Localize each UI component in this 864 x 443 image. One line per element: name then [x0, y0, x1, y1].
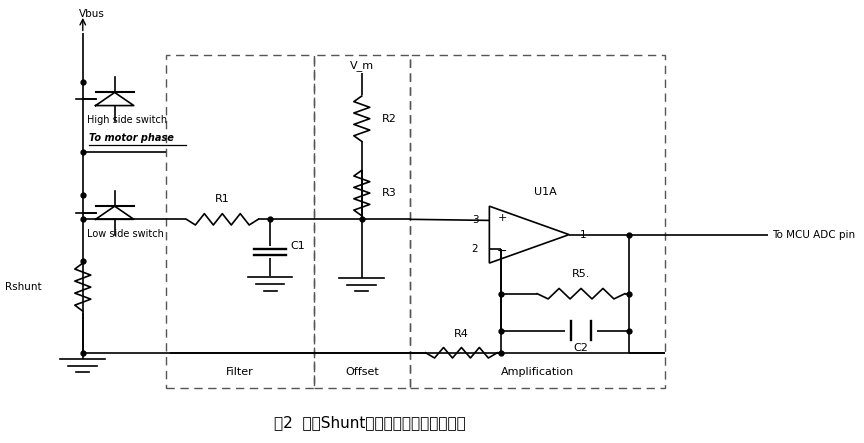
Text: R2: R2	[382, 114, 397, 124]
Text: V_m: V_m	[350, 60, 374, 70]
Text: 3: 3	[472, 215, 479, 225]
Text: +: +	[498, 213, 507, 223]
Bar	[314, 55, 410, 388]
Text: R1: R1	[215, 194, 230, 204]
Text: U1A: U1A	[534, 187, 556, 197]
Text: To motor phase: To motor phase	[89, 132, 174, 143]
Text: 2: 2	[472, 244, 479, 254]
Text: 1: 1	[580, 229, 587, 240]
Text: Vbus: Vbus	[79, 9, 105, 19]
Text: Offset: Offset	[345, 367, 378, 377]
Text: High side switch: High side switch	[86, 115, 167, 125]
Text: R5.: R5.	[572, 269, 590, 279]
Text: C2: C2	[574, 342, 588, 353]
Bar	[410, 55, 664, 388]
Text: C1: C1	[290, 241, 305, 251]
Text: 图2  常用Shunt电阻电流检测电路原理图: 图2 常用Shunt电阻电流检测电路原理图	[274, 415, 466, 430]
Text: −: −	[497, 245, 507, 257]
Text: To MCU ADC pin: To MCU ADC pin	[772, 229, 855, 240]
Text: Amplification: Amplification	[500, 367, 574, 377]
Bar	[167, 55, 314, 388]
Text: Filter: Filter	[226, 367, 254, 377]
Text: Rshunt: Rshunt	[4, 282, 41, 292]
Text: R3: R3	[382, 188, 397, 198]
Text: R4: R4	[454, 330, 469, 339]
Text: Low side switch: Low side switch	[86, 229, 163, 239]
